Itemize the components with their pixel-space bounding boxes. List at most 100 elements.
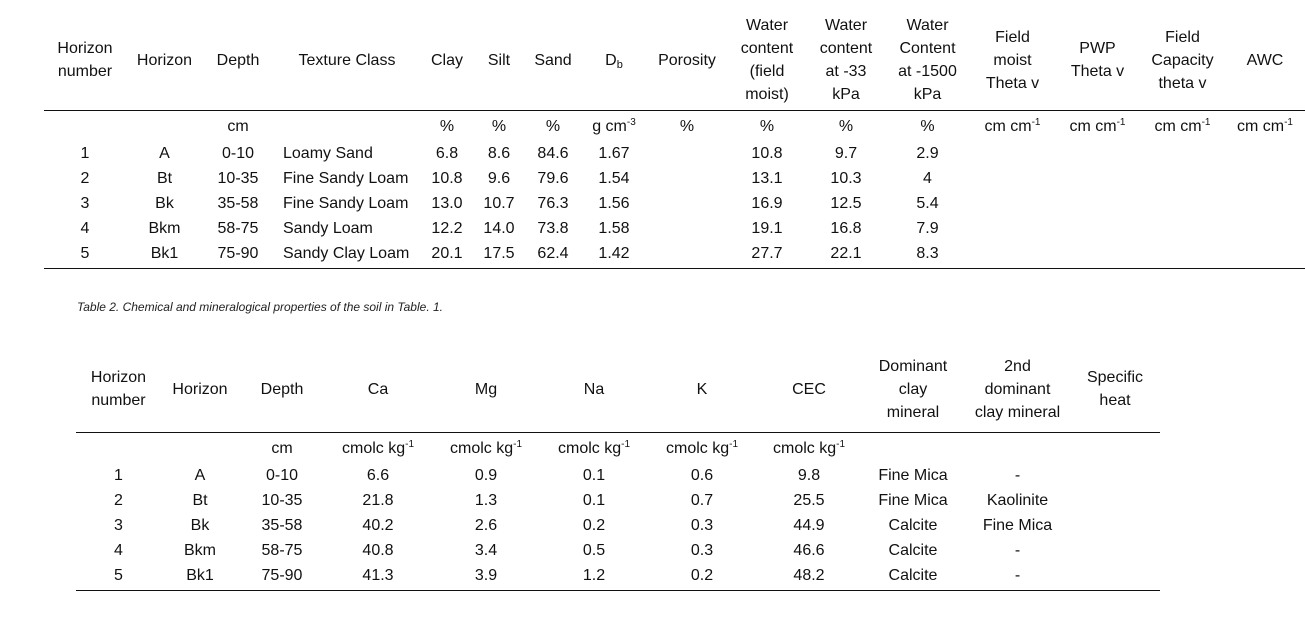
unit-wc-1500: % bbox=[920, 118, 935, 135]
table-cell: 13.0 bbox=[431, 194, 463, 212]
table-cell: 3.4 bbox=[474, 541, 498, 559]
table-cell: 58-75 bbox=[217, 219, 259, 237]
table-cell: A bbox=[159, 144, 170, 162]
table-cell: 8.6 bbox=[487, 144, 511, 162]
header-second-clay: 2nd dominant clay mineral bbox=[965, 346, 1070, 433]
table-cell bbox=[1140, 141, 1225, 166]
table-cell: 0.6 bbox=[690, 466, 714, 484]
unit-wc-field: % bbox=[759, 118, 775, 135]
table-cell: 27.7 bbox=[727, 241, 807, 269]
header-pwp-theta: PWP Theta v bbox=[1055, 12, 1140, 111]
header-k: K bbox=[647, 346, 757, 433]
unit-awc: cm cm-1 bbox=[1236, 117, 1293, 136]
unit-depth: cm bbox=[227, 118, 249, 135]
table-cell: 0.1 bbox=[582, 491, 606, 509]
unit-wc-33: % bbox=[838, 118, 854, 135]
header-water-content-field: Water content (field moist) bbox=[727, 12, 807, 111]
table-cell: 3 bbox=[114, 516, 123, 534]
table-cell: 12.2 bbox=[431, 219, 463, 237]
table-cell bbox=[970, 241, 1055, 269]
header-porosity: Porosity bbox=[647, 12, 727, 111]
table-cell: Fine Mica bbox=[878, 466, 948, 484]
table-row: 2 Bt 10-35 Fine Sandy Loam 10.8 9.6 79.6 1.54 13… bbox=[44, 166, 1305, 191]
table-cell bbox=[1140, 241, 1225, 269]
table-cell: 41.3 bbox=[325, 563, 431, 591]
header-awc: AWC bbox=[1225, 12, 1305, 111]
table-row: 3 Bk 35-58 Fine Sandy Loam 13.0 10.7 76.3 1.56 1… bbox=[44, 191, 1305, 216]
table-cell: 3 bbox=[80, 194, 90, 212]
table-cell: 10-35 bbox=[217, 169, 259, 187]
table-cell: 46.6 bbox=[793, 541, 825, 559]
header-cec: CEC bbox=[757, 346, 861, 433]
table-cell: 0.3 bbox=[690, 541, 714, 559]
header-depth: Depth bbox=[203, 12, 273, 111]
table-cell: Calcite bbox=[888, 541, 938, 559]
unit-na: cmolc kg-1 bbox=[557, 439, 631, 458]
table-cell bbox=[1070, 488, 1160, 513]
table-cell: 1 bbox=[80, 144, 90, 162]
table-cell bbox=[647, 141, 727, 166]
table-cell: 10.8 bbox=[751, 144, 783, 162]
table-row: 2 Bt 10-35 21.8 1.3 0.1 0.7 25.5 Fine Mica Kaolin… bbox=[76, 488, 1160, 513]
table-cell: 25.5 bbox=[793, 491, 825, 509]
header-depth: Depth bbox=[239, 346, 325, 433]
table-cell: 48.2 bbox=[757, 563, 861, 591]
table-cell: 44.9 bbox=[793, 516, 825, 534]
table-cell: 10-35 bbox=[261, 491, 303, 509]
table-cell bbox=[1225, 166, 1305, 191]
table-cell: Bk1 bbox=[161, 563, 239, 591]
table-cell: Bkm bbox=[184, 541, 216, 559]
header-horizon-number: Horizon number bbox=[76, 346, 161, 433]
header-clay: Clay bbox=[421, 12, 473, 111]
header-water-content-1500: Water Content at -1500 kPa bbox=[885, 12, 970, 111]
header-silt: Silt bbox=[473, 12, 525, 111]
header-horizon-number: Horizon number bbox=[44, 12, 126, 111]
table-cell: 10.7 bbox=[483, 194, 515, 212]
table-cell: Bt bbox=[192, 491, 208, 509]
unit-porosity: % bbox=[679, 118, 695, 135]
header-na: Na bbox=[541, 346, 647, 433]
table-cell bbox=[970, 191, 1055, 216]
table-cell: 40.8 bbox=[362, 541, 394, 559]
table-cell: 3.9 bbox=[431, 563, 541, 591]
table-cell: 35-58 bbox=[217, 194, 259, 212]
unit-mg: cmolc kg-1 bbox=[449, 439, 523, 458]
table-cell: 1.54 bbox=[598, 169, 630, 187]
table-cell: A bbox=[194, 466, 206, 484]
table-row: 1 A 0-10 6.6 0.9 0.1 0.6 9.8 Fine Mica - bbox=[76, 463, 1160, 488]
table-cell bbox=[1225, 216, 1305, 241]
table-cell: - bbox=[1014, 466, 1021, 484]
header-mg: Mg bbox=[431, 346, 541, 433]
table-cell bbox=[1225, 241, 1305, 269]
table-cell: Fine Sandy Loam bbox=[283, 194, 409, 212]
table-cell: 10.3 bbox=[830, 169, 862, 187]
table-cell: 9.6 bbox=[487, 169, 511, 187]
table-cell: 2 bbox=[80, 169, 90, 187]
table-cell: 5.4 bbox=[916, 194, 939, 212]
table-cell bbox=[1055, 241, 1140, 269]
table-cell: 0.7 bbox=[690, 491, 714, 509]
table-cell: Calcite bbox=[888, 516, 938, 534]
unit-cec: cmolc kg-1 bbox=[772, 439, 846, 458]
table-cell: 62.4 bbox=[525, 241, 581, 269]
table-cell: 40.2 bbox=[362, 516, 394, 534]
table-cell: Bt bbox=[156, 169, 173, 187]
table-cell: 2 bbox=[114, 491, 123, 509]
table-cell: 5 bbox=[44, 241, 126, 269]
table-cell: 1 bbox=[114, 466, 123, 484]
header-field-capacity-theta: Field Capacity theta v bbox=[1140, 12, 1225, 111]
unit-bulk-density: g cm-3 bbox=[592, 117, 636, 136]
table-cell: 0-10 bbox=[221, 144, 255, 162]
table-row: 1 A 0-10 Loamy Sand 6.8 8.6 84.6 1.67 10.8 9.7 2.9 bbox=[44, 141, 1305, 166]
table-cell: Fine Sandy Loam bbox=[283, 169, 409, 187]
table-cell bbox=[970, 216, 1055, 241]
table-cell: Fine Mica bbox=[878, 491, 948, 509]
table1-header-row: Horizon number Horizon Depth Texture Clas… bbox=[44, 12, 1305, 111]
table-cell: 8.3 bbox=[885, 241, 970, 269]
table-cell bbox=[647, 241, 727, 269]
table-cell: Calcite bbox=[861, 563, 965, 591]
unit-depth: cm bbox=[271, 440, 293, 457]
unit-field-moist: cm cm-1 bbox=[984, 117, 1041, 136]
header-dominant-clay: Dominant clay mineral bbox=[861, 346, 965, 433]
header-horizon: Horizon bbox=[126, 12, 203, 111]
